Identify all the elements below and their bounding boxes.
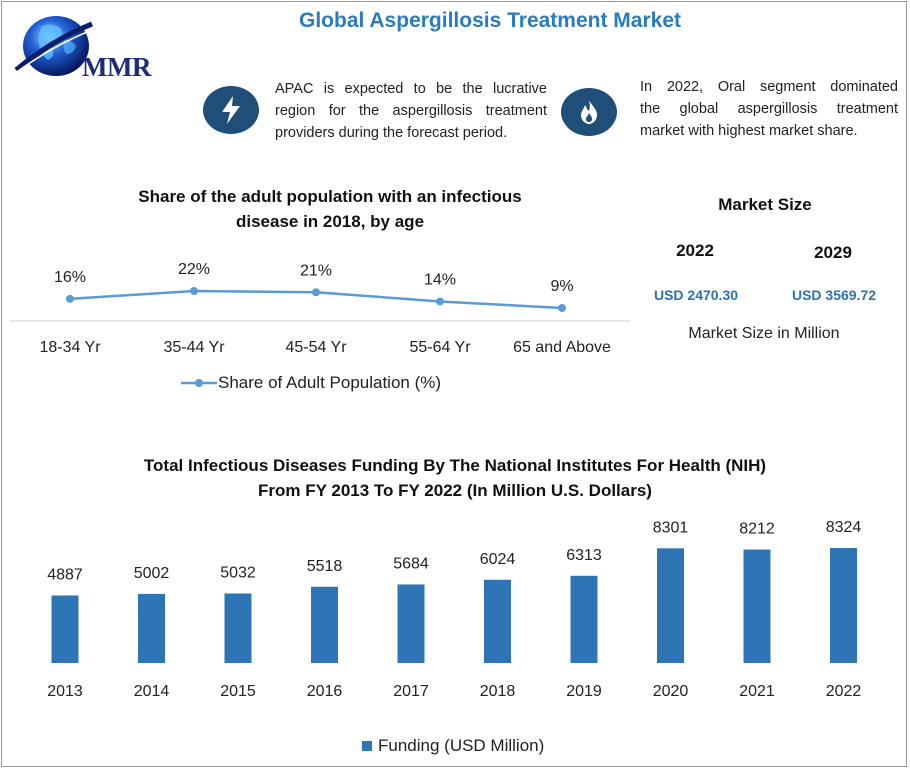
x-tick-label: 35-44 Yr <box>163 339 225 356</box>
bar-value-label: 4887 <box>47 566 83 583</box>
x-tick-label: 2022 <box>826 683 862 700</box>
market-size-year: 2029 <box>814 243 852 262</box>
lightning-bolt-icon <box>203 86 259 134</box>
market-size-value: USD 3569.72 <box>791 287 877 303</box>
bar-value-label: 5684 <box>393 555 429 572</box>
data-label: 22% <box>178 261 210 278</box>
bar-value-label: 8301 <box>653 519 689 536</box>
data-label: 9% <box>550 278 573 295</box>
bar-chart: 4887 2013 5002 2014 5032 2015 5518 2016 5684 2017… <box>47 519 862 700</box>
x-tick-label: 2015 <box>220 683 256 700</box>
note-line: the global aspergillosis treatment <box>640 101 898 117</box>
x-tick-label: 2014 <box>134 683 170 700</box>
oral-segment-note: In 2022, Oral segment dominated the glob… <box>640 76 898 142</box>
title-line: Total Infectious Diseases Funding By The… <box>143 456 767 475</box>
bar-value-label: 6024 <box>480 551 516 568</box>
bar <box>311 586 338 663</box>
bar <box>397 584 425 663</box>
line-chart: 16% 22% 21% 14% 9% 18-34 Yr 35-44 Yr 45-54 Yr 55… <box>10 261 630 356</box>
legend-label: Funding (USD Million) <box>378 736 545 755</box>
x-tick-label: 18-34 Yr <box>39 339 101 356</box>
x-tick-label: 2021 <box>739 683 775 700</box>
note-line: market with highest market share. <box>640 123 858 139</box>
data-point <box>312 288 320 297</box>
note-line: providers during the forecast period. <box>275 125 508 141</box>
bar <box>743 549 771 663</box>
x-tick-label: 2017 <box>393 683 429 700</box>
globe-logo-icon <box>12 10 94 82</box>
bar-chart-legend: Funding (USD Million) <box>362 736 544 756</box>
bar <box>657 548 684 663</box>
bar <box>830 548 857 663</box>
bar-value-label: 6313 <box>566 547 602 564</box>
market-size-year: 2022 <box>676 241 714 260</box>
line-chart-title: Share of the adult population with an in… <box>60 184 600 234</box>
logo-wordmark: MMR <box>82 52 151 82</box>
legend-label: Share of Adult Population (%) <box>218 373 442 392</box>
legend-line-swatch <box>181 379 217 387</box>
bar-value-label: 8324 <box>826 519 862 536</box>
title-line: Share of the adult population with an in… <box>138 187 522 206</box>
page-title: Global Aspergillosis Treatment Market <box>299 9 681 32</box>
market-size-value: USD 2470.30 <box>653 287 739 303</box>
title-line: disease in 2018, by age <box>235 212 425 231</box>
x-tick-label: 2020 <box>653 683 689 700</box>
data-point <box>66 294 74 303</box>
note-line: region for the aspergillosis treatment <box>275 103 547 119</box>
market-size-title: Market Size <box>718 195 812 214</box>
bar <box>224 593 252 663</box>
title-line: From FY 2013 To FY 2022 (In Million U.S.… <box>258 481 652 500</box>
note-line: In 2022, Oral segment dominated <box>640 79 898 95</box>
line-chart-legend: Share of Adult Population (%) <box>180 373 441 393</box>
data-point <box>436 297 444 306</box>
data-point <box>558 304 566 312</box>
bar-value-label: 5518 <box>307 558 343 575</box>
bar-chart-title: Total Infectious Diseases Funding By The… <box>40 453 870 503</box>
bar <box>570 575 598 663</box>
data-point <box>190 287 198 295</box>
data-label: 21% <box>300 262 332 279</box>
x-tick-label: 2013 <box>47 683 83 700</box>
market-size-caption: Market Size in Million <box>688 325 840 342</box>
data-label: 14% <box>424 271 456 288</box>
apac-note: APAC is expected to be the lucrative reg… <box>275 78 547 144</box>
bar <box>138 593 165 663</box>
bar-value-label: 5032 <box>220 564 256 581</box>
note-line: APAC is expected to be the lucrative <box>275 81 547 97</box>
bar <box>484 579 511 663</box>
x-tick-label: 2018 <box>480 683 516 700</box>
x-tick-label: 65 and Above <box>513 339 611 356</box>
data-label: 16% <box>54 269 86 286</box>
bar-value-label: 8212 <box>739 521 775 538</box>
bar <box>51 595 79 663</box>
x-tick-label: 2016 <box>307 683 343 700</box>
flame-icon <box>561 88 617 136</box>
x-tick-label: 55-64 Yr <box>409 339 471 356</box>
legend-bar-swatch <box>362 741 372 751</box>
bar-value-label: 5002 <box>134 565 170 582</box>
x-tick-label: 2019 <box>566 683 602 700</box>
x-tick-label: 45-54 Yr <box>285 339 347 356</box>
